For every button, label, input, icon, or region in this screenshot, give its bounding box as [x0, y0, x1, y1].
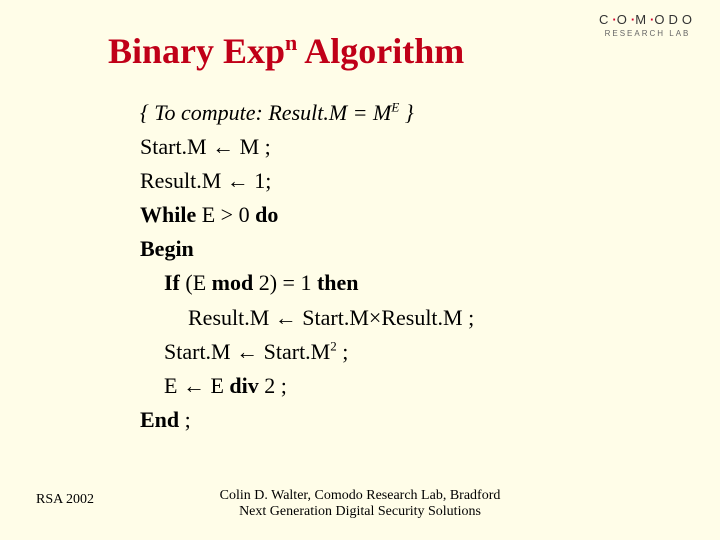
l6d: 2) = 1 [253, 270, 317, 295]
l2a: Start.M [140, 134, 212, 159]
algo-line-8: Start.M ← Start.M2 ; [140, 335, 474, 369]
l8a: Start.M [164, 339, 236, 364]
footer-left: RSA 2002 [36, 492, 94, 508]
l8b: Start.M [258, 339, 330, 364]
arrow-icon: ← [183, 373, 205, 398]
l9b: E [205, 373, 229, 398]
algo-line-10: End ; [140, 403, 474, 437]
l10a: End [140, 407, 179, 432]
algo-line-9: E ← E div 2 ; [140, 369, 474, 403]
l1b: } [399, 100, 413, 125]
brand-sub: RESEARCH LAB [599, 29, 696, 38]
l3a: Result.M [140, 168, 227, 193]
footer-line-2: Next Generation Digital Security Solutio… [220, 504, 501, 520]
l2b: M ; [234, 134, 271, 159]
l4a: While [140, 202, 196, 227]
algo-line-6: If (E mod 2) = 1 then [140, 266, 474, 300]
l5: Begin [140, 236, 194, 261]
l7b: Start.M×Result.M ; [297, 305, 474, 330]
brand-o: O [617, 12, 631, 27]
arrow-icon: ← [275, 305, 297, 330]
l9d: 2 ; [259, 373, 287, 398]
algo-line-2: Start.M ← M ; [140, 130, 474, 164]
l1a: { To compute: Result.M = M [140, 100, 391, 125]
algo-line-5: Begin [140, 232, 474, 266]
arrow-icon: ← [236, 339, 258, 364]
brand-logo: C·O·M·ODO RESEARCH LAB [599, 12, 696, 38]
arrow-icon: ← [227, 168, 249, 193]
title-sup: n [285, 30, 297, 55]
brand-m: M [635, 12, 650, 27]
footer-center: Colin D. Walter, Comodo Research Lab, Br… [220, 488, 501, 520]
l6e: then [317, 270, 359, 295]
l9a: E [164, 373, 183, 398]
brand-odo: ODO [654, 12, 696, 27]
l6a: If [164, 270, 180, 295]
l6c: mod [212, 270, 254, 295]
title-post: Algorithm [297, 31, 464, 71]
algo-line-1: { To compute: Result.M = ME } [140, 96, 474, 130]
l6b: (E [180, 270, 212, 295]
arrow-icon: ← [212, 134, 234, 159]
title-pre: Binary Exp [108, 31, 285, 71]
algo-line-4: While E > 0 do [140, 198, 474, 232]
algorithm-block: { To compute: Result.M = ME } Start.M ← … [140, 96, 474, 437]
l10b: ; [179, 407, 191, 432]
l7a: Result.M [188, 305, 275, 330]
brand-name: C·O·M·ODO [599, 12, 696, 27]
l4b: E > 0 [196, 202, 255, 227]
algo-line-3: Result.M ← 1; [140, 164, 474, 198]
slide-title: Binary Expn Algorithm [108, 30, 464, 72]
l4c: do [255, 202, 278, 227]
l8c: ; [337, 339, 349, 364]
footer-line-1: Colin D. Walter, Comodo Research Lab, Br… [220, 488, 501, 504]
algo-line-7: Result.M ← Start.M×Result.M ; [140, 301, 474, 335]
l3b: 1; [249, 168, 272, 193]
l9c: div [229, 373, 258, 398]
brand-c: C [599, 12, 612, 27]
